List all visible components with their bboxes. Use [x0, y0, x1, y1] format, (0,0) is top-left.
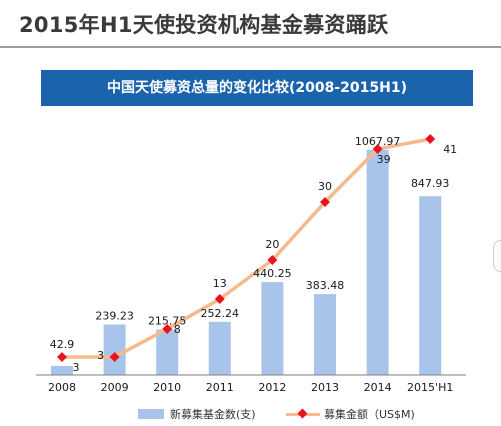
line-value-label: 3 [97, 349, 104, 362]
legend-bar-swatch [138, 409, 164, 419]
x-tick-label: 2013 [311, 381, 339, 394]
line-point [372, 144, 383, 154]
bar [208, 321, 231, 375]
bar-value-label: 1067.97 [355, 135, 401, 148]
legend-line-label: 募集金额（US$M) [324, 408, 415, 421]
line-point [214, 294, 225, 304]
legend-line-swatch [286, 408, 320, 420]
line-point [425, 134, 436, 144]
line-value-label: 41 [443, 143, 457, 156]
bar-value-label: 42.9 [50, 338, 75, 351]
bar [103, 324, 126, 375]
line-value-label: 39 [377, 153, 391, 166]
x-tick-label: 2011 [206, 381, 234, 394]
line-point [57, 352, 67, 362]
line-value-label: 3 [73, 361, 80, 374]
page-title: 2015年H1天使投资机构基金募资踊跃 [19, 13, 389, 37]
bar [366, 149, 389, 375]
bar-value-label: 252.24 [201, 307, 240, 320]
legend-bar-label: 新募集基金数(支) [170, 408, 256, 421]
bar-value-label: 847.93 [411, 177, 450, 190]
line-point [162, 324, 173, 334]
line-value-label: 30 [318, 180, 332, 193]
bar-value-label: 383.48 [306, 279, 345, 292]
line-point [320, 197, 330, 207]
x-axis-ticks: 2008 2009 2010 2011 2012 2013 2014 2015'H1 [48, 381, 453, 394]
x-tick-label: 2015'H1 [407, 381, 453, 394]
bar-value-label: 215.75 [148, 315, 187, 328]
x-tick-label: 2014 [364, 381, 392, 394]
legend-item-line: 募集金额（US$M) [286, 406, 415, 422]
chart-title: 中国天使募资总量的变化比较(2008-2015H1) [41, 70, 473, 106]
line-point [267, 255, 278, 265]
bar [419, 196, 442, 375]
bar [156, 329, 179, 375]
bars-layer [51, 149, 442, 375]
line-value-label: 20 [265, 238, 279, 251]
x-tick-label: 2012 [258, 381, 286, 394]
x-tick-label: 2010 [153, 381, 181, 394]
bar-value-label: 239.23 [95, 310, 134, 323]
side-handle [493, 240, 501, 272]
labels-layer: 42.9 239.23 215.75 252.24 440.25 383.48 1067.9… [50, 135, 457, 374]
x-tick-label: 2008 [48, 381, 76, 394]
x-tick-label: 2009 [101, 381, 129, 394]
bar [314, 294, 336, 375]
bar [261, 282, 284, 375]
line-value-label: 8 [174, 323, 181, 336]
legend-item-bar: 新募集基金数(支) [138, 406, 256, 422]
bar [51, 366, 73, 375]
bar-value-label: 440.25 [253, 267, 292, 280]
line-series [60, 137, 432, 359]
line-value-label: 13 [213, 277, 227, 290]
title-divider [0, 46, 501, 48]
